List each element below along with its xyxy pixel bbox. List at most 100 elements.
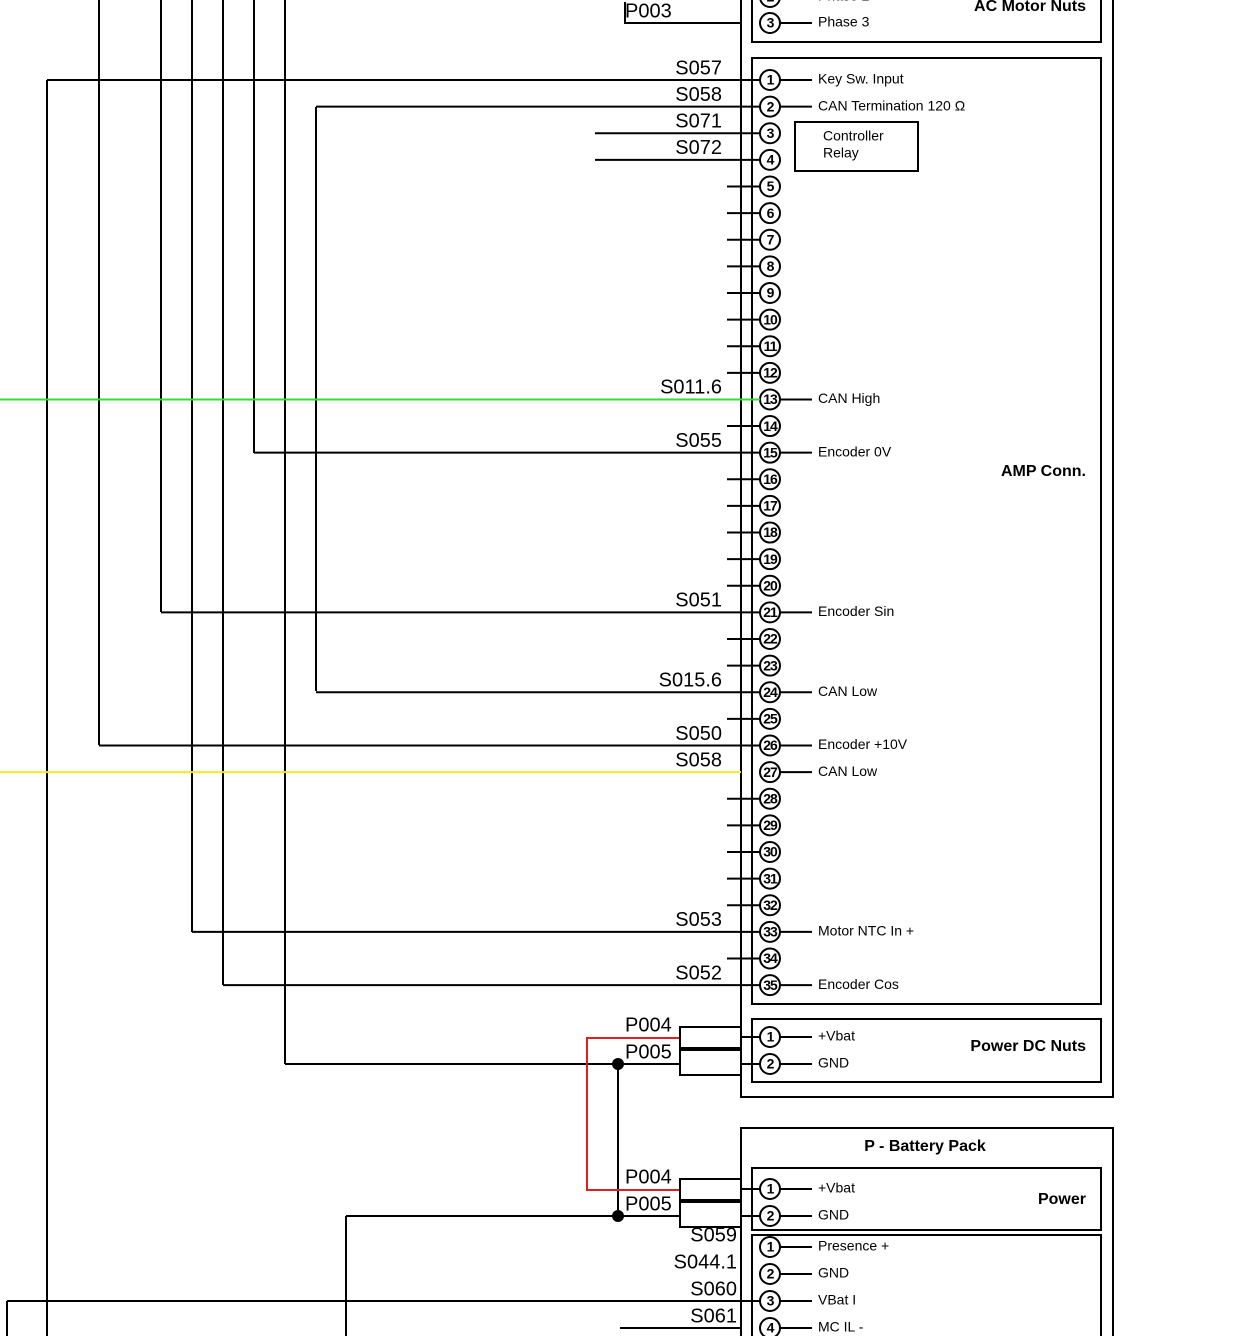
pin-label: Encoder 0V — [818, 443, 892, 459]
wire-label: S015.6 — [659, 670, 722, 692]
wire-label: S053 — [675, 909, 722, 931]
wire-label: P004 — [625, 1166, 672, 1188]
relay-label: Controller — [823, 128, 884, 144]
pin-number: 15 — [763, 444, 778, 460]
pin-number: 8 — [767, 258, 775, 274]
pin-label: VBat I — [818, 1292, 856, 1308]
layout — [6, 0, 1114, 1336]
pin-number: 1 — [767, 1029, 775, 1045]
pin-label: Motor NTC In + — [818, 923, 914, 939]
pin-number: 7 — [767, 231, 775, 247]
wire-label: S071 — [675, 111, 722, 133]
connector-title: AMP Conn. — [1001, 463, 1086, 480]
pin-number: 34 — [763, 950, 778, 966]
wire-label: S052 — [675, 962, 722, 984]
wire-label: S058 — [675, 749, 722, 771]
pin-number: 11 — [764, 338, 778, 354]
wire-label: S072 — [675, 137, 722, 159]
pin-number: 24 — [763, 684, 778, 700]
pin-label: MC IL - — [818, 1319, 864, 1335]
junction — [612, 1210, 624, 1222]
pin-label: CAN Low — [818, 683, 878, 699]
pin-label: Encoder +10V — [818, 736, 908, 752]
wire — [624, 2, 741, 24]
wire-label: S051 — [675, 590, 722, 612]
plug-housing — [679, 1201, 742, 1228]
pin-number: 26 — [763, 737, 778, 753]
relay-label: Relay — [823, 145, 859, 161]
pin-label: Presence + — [818, 1238, 889, 1254]
pin-number: 18 — [763, 524, 778, 540]
wire-label: S058 — [675, 84, 722, 106]
pin-number: 1 — [767, 72, 775, 88]
pin-number: 1 — [767, 1239, 775, 1255]
wire-label: P003 — [625, 0, 672, 22]
pin-number: 4 — [767, 1320, 775, 1336]
pin-number: 13 — [763, 391, 778, 407]
pin-number: 17 — [763, 498, 778, 514]
wire-label: S011.6 — [660, 377, 722, 399]
pin-number: 14 — [763, 418, 778, 434]
pin-label: Phase 2 — [818, 0, 870, 4]
pin-number: 1 — [767, 1181, 775, 1197]
wire-label: S061 — [690, 1305, 737, 1327]
pin-label: Encoder Sin — [818, 603, 894, 619]
pin-number: 29 — [763, 817, 778, 833]
pin-number: 27 — [763, 764, 778, 780]
pin-number: 6 — [767, 205, 775, 221]
plug-housing — [679, 1026, 742, 1049]
plug-housing — [679, 1049, 742, 1076]
connector-title: AC Motor Nuts — [974, 0, 1086, 15]
pin-label: CAN Low — [818, 763, 878, 779]
pin-label: Key Sw. Input — [818, 71, 904, 87]
pin-number: 31 — [763, 870, 778, 886]
pin-number: 2 — [767, 0, 775, 5]
pin-number: 4 — [767, 152, 775, 168]
wire-label: S050 — [675, 723, 722, 745]
pin-number: 3 — [767, 125, 775, 141]
power-dc-box — [751, 1018, 1102, 1083]
battery-power-box — [751, 1167, 1102, 1231]
battery-signal-box — [751, 1234, 1102, 1336]
pin-number: 25 — [763, 711, 778, 727]
pin-number: 2 — [767, 98, 775, 114]
pin-number: 33 — [763, 924, 778, 940]
pin-number: 12 — [763, 365, 778, 381]
pin-label: +Vbat — [818, 1028, 855, 1044]
relay-box — [794, 121, 919, 172]
pin-number: 10 — [763, 311, 778, 327]
pin-label: GND — [818, 1265, 849, 1281]
pin-number: 22 — [763, 631, 778, 647]
controller-frame — [740, 0, 1114, 1098]
pin-number: 3 — [767, 1293, 775, 1309]
pin-number: 5 — [767, 178, 775, 194]
pin-number: 30 — [763, 844, 778, 860]
pin-number: 19 — [763, 551, 778, 567]
ac-motor-box — [751, 0, 1102, 43]
pin-number: 9 — [767, 285, 775, 301]
amp-box — [751, 57, 1102, 1005]
wire-red — [586, 1037, 680, 1191]
pin-number: 32 — [763, 897, 778, 913]
pin-number: 16 — [763, 471, 778, 487]
pin-label: CAN Termination 120 Ω — [818, 97, 965, 113]
pin-circle — [759, 0, 781, 8]
pin-number: 3 — [767, 15, 775, 31]
wire-label: S057 — [675, 57, 722, 79]
pin-number: 23 — [763, 657, 778, 673]
wire-label: S044.1 — [674, 1251, 737, 1273]
wire-label: P005 — [625, 1041, 672, 1063]
pin-label: Phase 3 — [818, 14, 870, 30]
pin-label: CAN High — [818, 390, 880, 406]
pin-number: 21 — [763, 604, 778, 620]
pin-number: 28 — [763, 790, 778, 806]
pin-label: Encoder Cos — [818, 976, 899, 992]
connector-title: P - Battery Pack — [864, 1138, 986, 1155]
pin-number: 20 — [763, 577, 778, 593]
wire-label: S059 — [690, 1224, 737, 1246]
wire-label: S055 — [675, 430, 722, 452]
connector-title: Power DC Nuts — [970, 1038, 1086, 1055]
connector-title: Power — [1038, 1191, 1086, 1208]
